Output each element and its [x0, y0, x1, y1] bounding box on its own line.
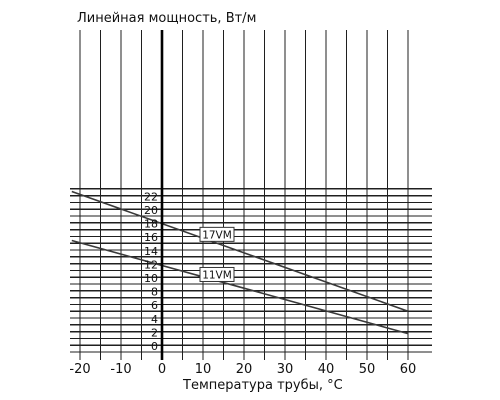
series-label-box — [199, 226, 235, 242]
y-tick-label: 2 — [151, 326, 158, 339]
x-tick-label: -20 — [69, 362, 90, 377]
x-tick-label: 60 — [400, 362, 417, 377]
y-tick-label: 18 — [144, 218, 158, 231]
y-tick-label: 0 — [151, 340, 158, 353]
y-tick-label: 4 — [151, 313, 158, 326]
x-tick-label: 40 — [318, 362, 335, 377]
x-tick-label: 30 — [277, 362, 294, 377]
y-tick-label: 22 — [144, 190, 158, 203]
y-tick-label: 10 — [144, 272, 158, 285]
x-tick-label: 10 — [195, 362, 212, 377]
x-tick-label: 50 — [359, 362, 376, 377]
series-label-11vm: 11VM — [202, 269, 232, 281]
y-tick-label: 8 — [151, 286, 158, 299]
series-line-17vm — [71, 190, 409, 312]
y-tick-label: 14 — [144, 245, 158, 258]
x-tick-label: -10 — [110, 362, 131, 377]
y-axis-title: Линейная мощность, Вт/м — [77, 11, 256, 26]
series-label-box — [199, 266, 235, 282]
series-group — [71, 190, 409, 335]
x-tick-label: 0 — [158, 362, 166, 377]
grid — [70, 30, 432, 360]
series-label-17vm: 17VM — [202, 229, 232, 241]
x-axis-title: Температура трубы, °С — [182, 378, 343, 393]
series-labels: 17VM 11VM — [199, 226, 235, 282]
x-tick-labels: -20 -10 0 10 20 30 40 50 60 — [69, 362, 416, 377]
x-tick-label: 20 — [236, 362, 253, 377]
y-tick-label: 20 — [144, 204, 158, 217]
y-tick-label: 16 — [144, 231, 158, 244]
y-tick-label: 6 — [151, 299, 158, 312]
y-tick-label: 12 — [144, 258, 158, 271]
series-line-11vm — [71, 239, 409, 335]
